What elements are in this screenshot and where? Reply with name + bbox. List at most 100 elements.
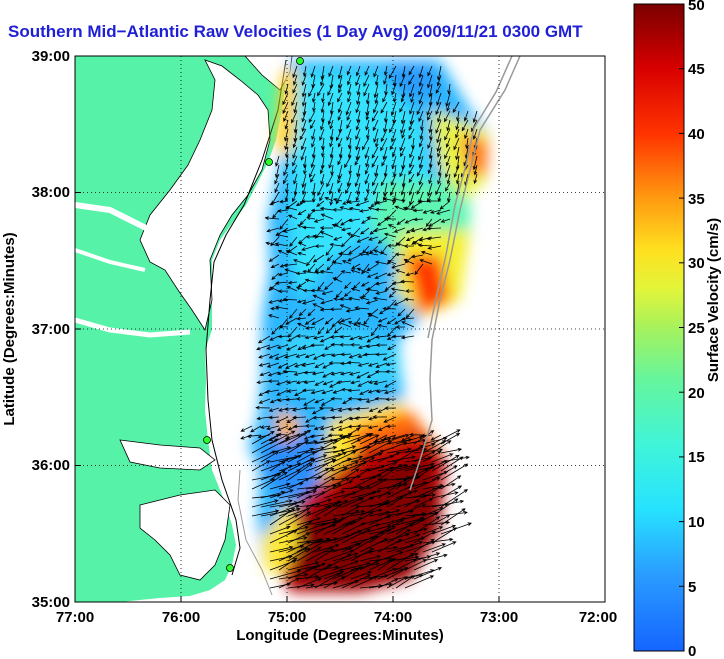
- velocity-vector: [305, 537, 331, 553]
- velocity-vector: [368, 567, 398, 580]
- velocity-vector: [386, 243, 397, 248]
- velocity-vector: [341, 486, 371, 499]
- velocity-vector: [268, 299, 280, 304]
- velocity-vector: [337, 321, 352, 328]
- rappahannock-river: [75, 248, 146, 272]
- velocity-vector: [400, 119, 406, 135]
- velocity-vector: [399, 164, 406, 178]
- velocity-vector: [319, 191, 325, 202]
- velocity-vector: [445, 164, 451, 178]
- velocity-vector: [464, 128, 469, 140]
- velocity-vector: [374, 164, 379, 178]
- velocity-vector: [473, 164, 478, 176]
- velocity-vector: [359, 209, 370, 213]
- velocity-vector: [418, 173, 424, 186]
- velocity-vector: [342, 398, 352, 405]
- velocity-vector: [452, 101, 460, 113]
- colorbar-tick-label: 10: [688, 514, 705, 531]
- velocity-vector: [320, 101, 325, 114]
- velocity-vector: [395, 445, 424, 463]
- velocity-vector: [302, 225, 316, 230]
- velocity-vector: [301, 92, 307, 107]
- velocity-vector: [359, 538, 389, 553]
- velocity-vector: [287, 561, 320, 571]
- velocity-vector: [278, 324, 289, 329]
- velocity-vector: [377, 533, 410, 544]
- velocity-vector: [461, 119, 469, 132]
- velocity-vector: [418, 65, 424, 79]
- velocity-vector: [416, 101, 424, 116]
- velocity-vector: [347, 321, 361, 328]
- velocity-vector: [472, 110, 478, 123]
- velocity-vector: [365, 110, 370, 121]
- velocity-vector: [240, 434, 253, 440]
- velocity-vector: [296, 433, 307, 437]
- velocity-vector: [260, 451, 280, 463]
- velocity-vector: [405, 236, 415, 242]
- velocity-vector: [363, 317, 370, 326]
- velocity-vector: [347, 396, 361, 401]
- velocity-vector: [380, 173, 388, 187]
- velocity-vector: [285, 182, 289, 194]
- velocity-vector: [314, 477, 336, 490]
- velocity-vector: [427, 245, 442, 250]
- velocity-vector: [367, 389, 379, 394]
- velocity-vector: [319, 226, 334, 230]
- velocity-vector: [286, 286, 298, 292]
- velocity-vector: [330, 396, 343, 401]
- velocity-vector: [395, 517, 424, 535]
- velocity-vector: [440, 447, 463, 454]
- velocity-vector: [453, 164, 460, 178]
- velocity-vector: [275, 155, 280, 167]
- velocity-vector: [287, 532, 311, 544]
- velocity-vector: [350, 433, 374, 445]
- velocity-vector: [368, 407, 379, 412]
- velocity-vector: [384, 83, 388, 96]
- velocity-vector: [399, 101, 406, 113]
- velocity-vector: [324, 317, 334, 325]
- velocity-vector: [358, 344, 370, 349]
- velocity-vector: [277, 298, 289, 303]
- velocity-vector: [356, 164, 361, 178]
- velocity-vector: [347, 92, 352, 103]
- velocity-vector: [414, 263, 424, 276]
- velocity-vector: [380, 245, 388, 255]
- velocity-vector: [377, 578, 399, 589]
- velocity-vector: [333, 297, 343, 302]
- velocity-vector: [268, 407, 280, 412]
- velocity-vector: [350, 576, 379, 589]
- velocity-vector: [409, 146, 415, 159]
- velocity-vector: [427, 182, 433, 197]
- velocity-vector: [258, 398, 271, 404]
- velocity-vector: [339, 371, 352, 376]
- velocity-vector: [297, 344, 307, 351]
- velocity-vector: [336, 380, 352, 385]
- velocity-vector: [390, 182, 397, 197]
- velocity-vector: [319, 128, 325, 141]
- velocity-vector: [455, 119, 460, 131]
- velocity-vector: [377, 551, 404, 562]
- velocity-vector: [404, 527, 428, 535]
- velocity-vector: [332, 520, 357, 535]
- velocity-vector: [303, 164, 307, 175]
- velocity-vector: [285, 317, 298, 325]
- velocity-vector: [350, 380, 361, 385]
- velocity-vector: [409, 432, 424, 437]
- velocity-vector: [314, 548, 335, 562]
- velocity-vector: [327, 83, 334, 96]
- velocity-vector: [346, 232, 361, 238]
- velocity-vector: [358, 252, 370, 257]
- velocity-vector: [304, 278, 316, 283]
- velocity-vector: [437, 173, 442, 185]
- velocity-vector: [301, 110, 307, 123]
- velocity-vector: [401, 65, 406, 78]
- velocity-vector: [268, 254, 280, 262]
- velocity-vector: [285, 397, 298, 402]
- velocity-vector: [373, 227, 388, 233]
- velocity-vector: [408, 74, 415, 86]
- velocity-vector: [386, 447, 412, 454]
- velocity-vector: [301, 245, 316, 251]
- velocity-vector: [347, 146, 352, 159]
- velocity-vector: [373, 83, 379, 99]
- velocity-vector: [355, 191, 361, 202]
